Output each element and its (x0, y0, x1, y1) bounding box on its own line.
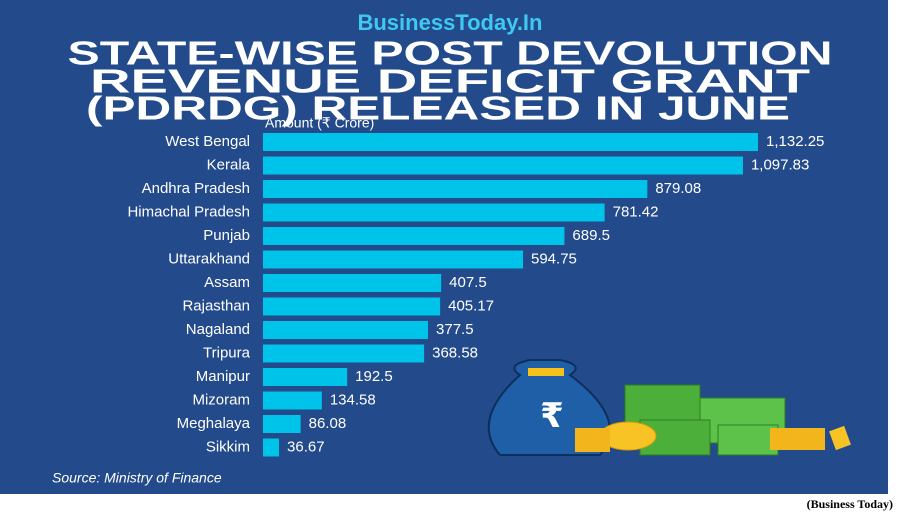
category-label: Nagaland (186, 321, 250, 338)
bar (263, 321, 429, 339)
money-illustration: ₹ (487, 359, 851, 456)
value-label: 134.58 (330, 391, 376, 408)
value-label: 879.08 (655, 180, 701, 197)
category-label: Kerala (207, 156, 251, 173)
value-label: 407.5 (449, 274, 487, 291)
category-label: Manipur (196, 368, 250, 385)
title-line: (PDRDG) RELEASED IN JUNE (86, 90, 790, 127)
bar (263, 133, 758, 151)
value-label: 1,097.83 (751, 156, 809, 173)
value-label: 405.17 (448, 297, 494, 314)
value-label: 377.5 (436, 321, 474, 338)
value-label: 192.5 (355, 368, 393, 385)
value-label: 689.5 (572, 227, 610, 244)
category-label: Rajasthan (182, 297, 250, 314)
category-label: Tripura (203, 344, 251, 361)
category-label: Andhra Pradesh (142, 180, 250, 197)
bar (263, 227, 565, 245)
brand: BusinessToday.In (357, 10, 542, 35)
category-label: Himachal Pradesh (127, 203, 250, 220)
bar (263, 344, 425, 363)
category-label: West Bengal (165, 133, 250, 150)
bar (263, 156, 743, 175)
title-line: REVENUE DEFICIT GRANT (90, 63, 810, 100)
value-label: 36.67 (287, 438, 325, 455)
bar (263, 297, 441, 316)
category-label: Meghalaya (177, 415, 251, 432)
axis-label: Amount (₹ Crore) (265, 115, 374, 131)
coin (829, 425, 851, 451)
category-label: Assam (204, 274, 250, 291)
bar (263, 415, 301, 433)
bar (263, 180, 648, 198)
bag-tie (528, 368, 564, 376)
value-label: 86.08 (309, 415, 347, 432)
category-label: Uttarakhand (168, 250, 250, 267)
category-label: Sikkim (206, 438, 250, 455)
bar (263, 250, 524, 269)
value-label: 781.42 (613, 203, 659, 220)
bar (263, 368, 348, 386)
category-label: Punjab (203, 227, 250, 244)
coin-stack (770, 428, 825, 450)
bar (263, 391, 322, 410)
value-label: 594.75 (531, 250, 577, 267)
bar (263, 438, 280, 457)
credit: (Business Today) (807, 497, 893, 511)
category-label: Mizoram (192, 391, 250, 408)
coin-stack (575, 428, 610, 452)
value-label: 1,132.25 (766, 133, 824, 150)
value-label: 368.58 (432, 344, 478, 361)
bar (263, 203, 605, 222)
title-line: STATE-WISE POST DEVOLUTION (68, 35, 833, 72)
rupee-icon: ₹ (540, 397, 564, 435)
bar (263, 274, 442, 292)
source: Source: Ministry of Finance (52, 470, 222, 486)
cash-stack (717, 424, 779, 456)
